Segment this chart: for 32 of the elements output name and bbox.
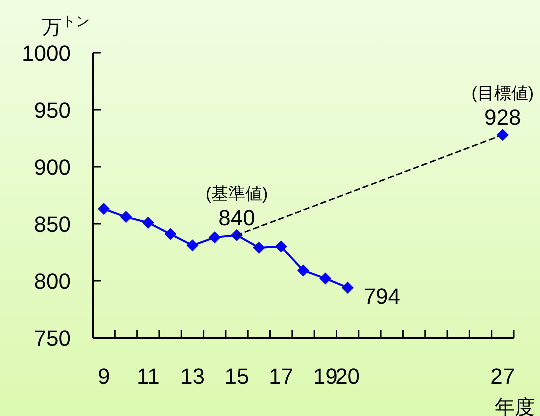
- x-tick-label: 15: [224, 364, 250, 389]
- point: [164, 228, 177, 240]
- point: [98, 203, 110, 216]
- x-tick-label: 27: [490, 364, 516, 389]
- data-label: 840: [218, 205, 256, 230]
- point: [142, 216, 154, 229]
- point: [275, 240, 288, 253]
- y-tick-label: 950: [34, 98, 71, 123]
- y-axis-title: 万$^{トン}$: [42, 13, 90, 39]
- point: [208, 232, 221, 244]
- point: [320, 272, 332, 285]
- x-tick-label: 11: [136, 364, 160, 389]
- y-tick-label: 800: [34, 269, 71, 294]
- y-tick-label: 900: [34, 155, 71, 180]
- point: [496, 129, 509, 142]
- annotation: (目標値): [472, 84, 534, 104]
- point: [186, 240, 199, 252]
- x-tick-label: 19: [313, 364, 338, 389]
- point: [298, 264, 310, 277]
- y-tick-label: 750: [34, 326, 71, 351]
- point: [342, 282, 354, 294]
- y-tick-label: 1000: [22, 41, 71, 66]
- point: [253, 242, 266, 254]
- annotation: (基準値): [206, 184, 268, 204]
- x-tick-label: 17: [269, 364, 294, 389]
- data-label: 794: [364, 284, 401, 309]
- x-tick-label: 20: [336, 364, 360, 389]
- x-tick-label: 13: [180, 364, 205, 389]
- point: [120, 211, 132, 224]
- x-tick-label: 9: [98, 364, 110, 389]
- data-label: 928: [484, 105, 522, 130]
- y-tick-label: 850: [34, 212, 71, 237]
